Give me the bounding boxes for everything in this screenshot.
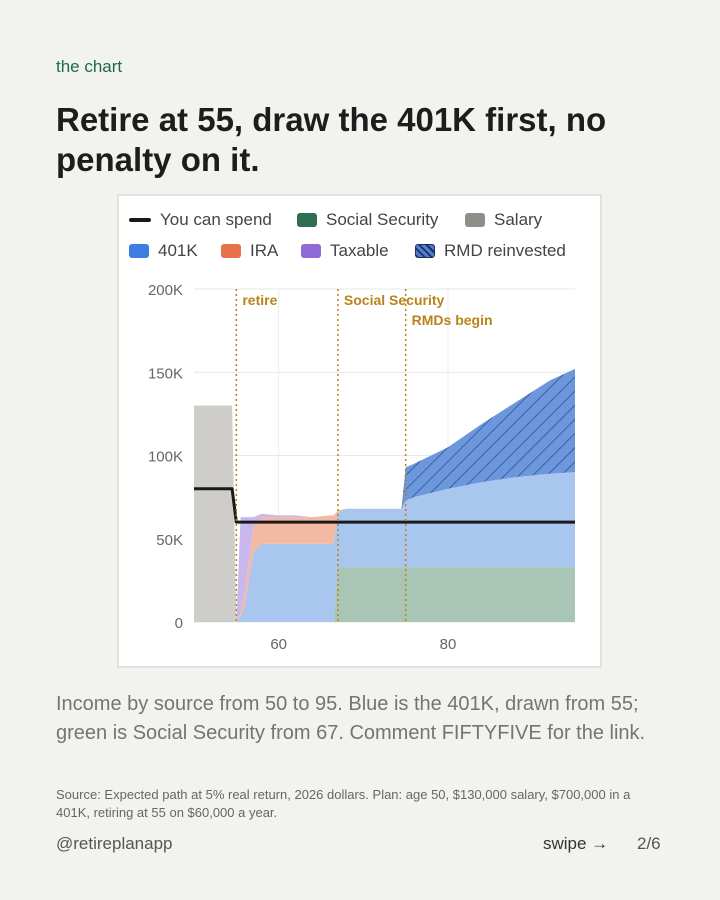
- x-tick-label: 80: [440, 636, 457, 653]
- legend-item-401k: 401K: [129, 241, 198, 261]
- legend-swatch: [465, 213, 485, 227]
- source-note: Source: Expected path at 5% real return,…: [56, 787, 631, 820]
- legend-swatch: [301, 244, 321, 258]
- legend-label: IRA: [250, 241, 279, 260]
- area-401k: [194, 405, 575, 622]
- y-tick-label: 0: [175, 615, 183, 632]
- y-tick-label: 100K: [148, 449, 183, 466]
- series-line-spend: [194, 487, 575, 524]
- y-tick-label: 150K: [148, 365, 183, 382]
- area-salary: [194, 405, 575, 622]
- legend-hatch-swatch: [415, 244, 435, 258]
- page-indicator: 2/6: [637, 834, 661, 853]
- swipe-button[interactable]: swipe →: [543, 834, 609, 853]
- area-social-security: [194, 405, 575, 622]
- legend-item-taxable: Taxable: [301, 241, 389, 261]
- legend-item-social-security: Social Security: [297, 210, 438, 230]
- x-tick-label: 60: [270, 636, 287, 653]
- account-handle[interactable]: @retireplanapp: [56, 834, 173, 853]
- legend-label: RMD reinvested: [444, 241, 566, 260]
- legend-label: Salary: [494, 210, 543, 229]
- legend-label: You can spend: [160, 210, 272, 229]
- legend-swatch: [297, 213, 317, 227]
- legend-item-spend: You can spend: [129, 210, 272, 230]
- legend-item-rmd: RMD reinvested: [415, 241, 566, 261]
- headline: Retire at 55, draw the 401K first, no pe…: [56, 101, 607, 178]
- legend-label: Social Security: [326, 210, 439, 229]
- legend-swatch: [129, 244, 149, 258]
- legend-swatch: [221, 244, 241, 258]
- marker-label: RMDs begin: [412, 312, 493, 328]
- kicker: the chart: [56, 57, 123, 76]
- chart-plot: 0 50K 100K 150K 200K 60 80 retire Social Securit…: [148, 282, 575, 653]
- chart-legend: You can spend Social Security Salary 401…: [119, 196, 600, 276]
- legend-label: Taxable: [330, 241, 389, 260]
- y-tick-label: 200K: [148, 282, 183, 299]
- marker-label: retire: [242, 292, 277, 308]
- area-rmd-reinvested: [194, 368, 575, 622]
- chart-card: You can spend Social Security Salary 401…: [117, 194, 602, 668]
- legend-line-swatch: [129, 218, 151, 222]
- legend-label: 401K: [158, 241, 198, 260]
- legend-item-salary: Salary: [465, 210, 542, 230]
- legend-item-ira: IRA: [221, 241, 278, 261]
- chart-caption: Income by source from 50 to 95. Blue is …: [56, 693, 646, 744]
- marker-label: Social Security: [344, 292, 445, 308]
- y-tick-label: 50K: [156, 532, 183, 549]
